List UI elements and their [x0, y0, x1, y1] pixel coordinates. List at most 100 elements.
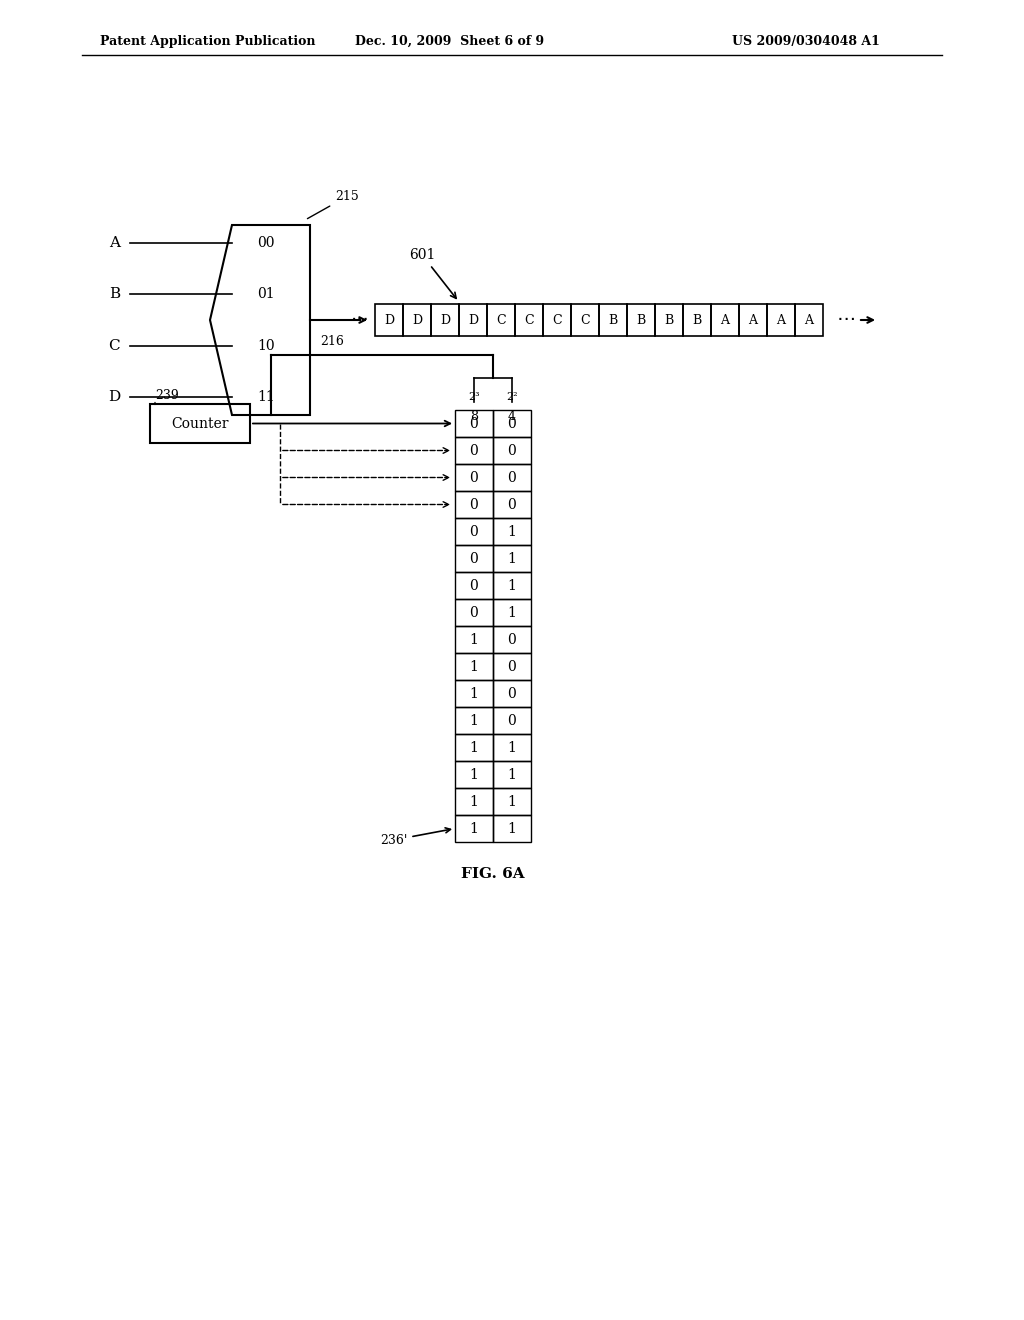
Text: A: A: [776, 314, 785, 326]
Text: 0: 0: [470, 606, 478, 619]
Text: C: C: [497, 314, 506, 326]
Bar: [493, 465, 531, 491]
Bar: [655, 304, 683, 337]
Bar: [627, 304, 655, 337]
Text: 239: 239: [155, 389, 179, 403]
Text: 0: 0: [470, 498, 478, 512]
Text: 215: 215: [307, 190, 358, 219]
Text: 8: 8: [470, 411, 478, 422]
Bar: [455, 814, 493, 842]
Bar: [459, 304, 487, 337]
Bar: [767, 304, 795, 337]
Text: 1: 1: [470, 714, 478, 727]
Text: 2²: 2²: [506, 392, 518, 403]
Text: 1: 1: [508, 606, 516, 619]
Bar: [493, 814, 531, 842]
Bar: [455, 762, 493, 788]
Text: B: B: [608, 314, 617, 326]
Bar: [493, 680, 531, 708]
Text: 1: 1: [508, 821, 516, 836]
Bar: [683, 304, 711, 337]
Text: 0: 0: [508, 444, 516, 458]
Text: 0: 0: [470, 578, 478, 593]
Bar: [599, 304, 627, 337]
Text: 1: 1: [508, 795, 516, 808]
Text: 0: 0: [508, 714, 516, 727]
Bar: [403, 304, 431, 337]
Text: D: D: [468, 314, 478, 326]
Bar: [493, 762, 531, 788]
Text: B: B: [109, 288, 120, 301]
Text: 236': 236': [380, 828, 451, 846]
Bar: [455, 788, 493, 814]
Bar: [455, 599, 493, 626]
Text: Patent Application Publication: Patent Application Publication: [100, 36, 315, 48]
Bar: [493, 491, 531, 517]
Text: 1: 1: [470, 686, 478, 701]
Text: 0: 0: [508, 686, 516, 701]
Bar: [455, 653, 493, 680]
Text: ···: ···: [831, 310, 856, 330]
Bar: [493, 788, 531, 814]
Text: 0: 0: [508, 660, 516, 673]
Text: 11: 11: [257, 389, 274, 404]
Text: Counter: Counter: [171, 417, 228, 430]
Bar: [739, 304, 767, 337]
Text: 0: 0: [470, 444, 478, 458]
Bar: [493, 411, 531, 437]
Bar: [493, 517, 531, 545]
Bar: [455, 708, 493, 734]
Bar: [455, 734, 493, 762]
Bar: [493, 599, 531, 626]
Text: 1: 1: [470, 795, 478, 808]
Text: 0: 0: [470, 470, 478, 484]
Text: B: B: [665, 314, 674, 326]
Text: 10: 10: [257, 339, 274, 352]
Text: 1: 1: [470, 821, 478, 836]
Text: B: B: [692, 314, 701, 326]
Text: C: C: [109, 339, 120, 352]
Bar: [455, 491, 493, 517]
Bar: [515, 304, 543, 337]
Text: A: A: [721, 314, 729, 326]
Text: ···: ···: [351, 310, 370, 330]
Text: D: D: [384, 314, 394, 326]
Text: B: B: [636, 314, 645, 326]
Text: A: A: [805, 314, 813, 326]
Text: D: D: [440, 314, 451, 326]
Text: D: D: [108, 389, 120, 404]
Text: A: A: [749, 314, 758, 326]
Text: 00: 00: [257, 236, 274, 249]
Text: 1: 1: [508, 741, 516, 755]
Text: C: C: [524, 314, 534, 326]
Text: 0: 0: [470, 552, 478, 565]
Text: 1: 1: [470, 767, 478, 781]
Text: 216: 216: [319, 335, 344, 348]
Text: 2³: 2³: [468, 392, 480, 403]
Text: 0: 0: [470, 524, 478, 539]
Bar: [431, 304, 459, 337]
Text: 1: 1: [508, 524, 516, 539]
Text: FIG. 6A: FIG. 6A: [461, 867, 525, 880]
Text: 0: 0: [470, 417, 478, 430]
Bar: [455, 465, 493, 491]
Text: Dec. 10, 2009  Sheet 6 of 9: Dec. 10, 2009 Sheet 6 of 9: [355, 36, 545, 48]
Bar: [493, 708, 531, 734]
Bar: [493, 626, 531, 653]
Text: 1: 1: [470, 660, 478, 673]
Text: 1: 1: [508, 552, 516, 565]
Text: US 2009/0304048 A1: US 2009/0304048 A1: [732, 36, 880, 48]
Bar: [493, 653, 531, 680]
Text: C: C: [581, 314, 590, 326]
Bar: [711, 304, 739, 337]
Bar: [455, 545, 493, 572]
Bar: [571, 304, 599, 337]
Text: C: C: [552, 314, 562, 326]
Text: 1: 1: [508, 578, 516, 593]
Bar: [455, 437, 493, 465]
Text: 0: 0: [508, 417, 516, 430]
Bar: [543, 304, 571, 337]
Bar: [455, 517, 493, 545]
Text: 01: 01: [257, 288, 274, 301]
Bar: [455, 680, 493, 708]
